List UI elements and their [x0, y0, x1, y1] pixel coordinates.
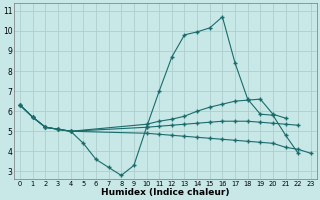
X-axis label: Humidex (Indice chaleur): Humidex (Indice chaleur) [101, 188, 230, 197]
